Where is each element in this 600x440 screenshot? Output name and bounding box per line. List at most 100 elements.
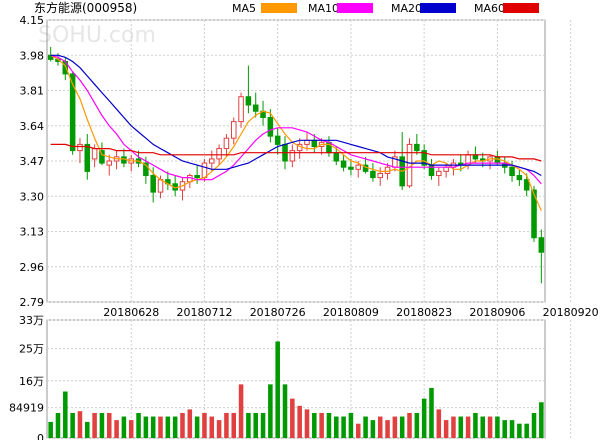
candle — [260, 100, 266, 126]
volume-bar — [194, 416, 200, 438]
volume-bar — [319, 412, 324, 438]
legend-swatch-ma5 — [261, 3, 297, 13]
date-tick-label: 20180628 — [103, 306, 159, 319]
volume-bar — [85, 421, 90, 438]
volume-bar — [187, 409, 193, 438]
candle-body — [274, 135, 281, 145]
price-tick-label: 3.47 — [20, 155, 45, 168]
candle-body — [91, 148, 98, 160]
candle — [113, 150, 120, 170]
candle-body — [414, 143, 420, 152]
volume-bar — [421, 398, 427, 438]
candle — [421, 144, 427, 170]
date-tick-label: 20180809 — [323, 306, 379, 319]
volume-bar — [246, 412, 251, 438]
volume-bar — [297, 405, 302, 438]
legend-label-ma20: MA20 — [391, 2, 422, 15]
volume-bar — [304, 409, 310, 438]
volume-bar — [253, 412, 258, 438]
legend-swatch-ma60 — [503, 3, 539, 13]
candle-body — [472, 154, 479, 160]
candle-body — [201, 162, 208, 179]
volume-bar — [128, 420, 134, 438]
legend: MA5 MA10 MA20 MA60 — [232, 2, 539, 15]
candle — [348, 158, 354, 176]
candle — [47, 46, 54, 62]
watermark: SOHU.com — [38, 23, 156, 48]
volume-grid — [46, 319, 572, 439]
candle-body — [157, 179, 164, 193]
volume-bar — [341, 416, 346, 438]
candle — [392, 150, 398, 172]
ma-line-ma5 — [50, 54, 542, 212]
volume-bar — [385, 420, 390, 438]
candle — [194, 165, 200, 184]
price-tick-label: 3.30 — [20, 190, 45, 203]
volume-tick-label: 25万 — [19, 343, 44, 356]
candle-body — [209, 158, 215, 164]
volume-bar — [348, 412, 354, 438]
moving-averages — [50, 54, 542, 212]
date-tick-label: 20180726 — [250, 306, 306, 319]
candle — [230, 117, 237, 145]
candle-body — [333, 152, 340, 162]
volume-bar — [312, 412, 317, 438]
candle-body — [377, 172, 383, 179]
volume-bar — [48, 421, 53, 438]
candle — [326, 136, 332, 157]
volume-bar — [114, 420, 119, 438]
candle — [414, 134, 420, 155]
volume-bar — [414, 412, 420, 438]
candle — [252, 92, 259, 118]
volume-bar — [326, 412, 332, 438]
candle-body — [245, 96, 252, 106]
volume-bar — [77, 411, 83, 438]
volume-bar — [502, 420, 507, 438]
candle — [377, 167, 383, 186]
candle — [370, 163, 376, 182]
candle-body — [99, 150, 105, 164]
candle — [538, 229, 545, 284]
volume-bar — [363, 416, 368, 438]
volume-bar — [158, 416, 163, 438]
date-tick-label: 20180712 — [176, 306, 232, 319]
volume-bar — [436, 409, 442, 438]
volume-bar — [531, 412, 537, 438]
volume-bar — [150, 416, 156, 438]
candle-body — [84, 143, 91, 172]
legend-label-ma10: MA10 — [308, 2, 339, 15]
volume-bar — [355, 423, 361, 438]
volume-bar — [260, 412, 266, 438]
volume-axis: 33万 25万 16万 84919 0 — [9, 314, 44, 440]
volume-bar — [209, 416, 215, 438]
candle — [121, 148, 127, 168]
price-tick-label: 2.96 — [20, 261, 45, 274]
candle — [77, 138, 83, 164]
candle-body — [421, 150, 427, 166]
volume-bar — [231, 412, 237, 438]
candle — [436, 167, 442, 186]
volume-bar — [473, 412, 478, 438]
volume-bar — [55, 412, 61, 438]
volume-bar — [495, 416, 500, 438]
volume-bar — [392, 416, 398, 438]
candle-body — [509, 166, 515, 177]
candle — [84, 134, 91, 180]
volume-bar — [70, 412, 75, 438]
volume-bar — [517, 423, 522, 438]
volume-bar — [202, 412, 207, 438]
candle-body — [443, 166, 449, 172]
candle-body — [230, 121, 237, 139]
candle — [267, 109, 274, 143]
price-tick-label: 3.13 — [20, 226, 45, 239]
volume-bar — [224, 412, 229, 438]
volume-bar — [238, 384, 244, 438]
date-tick-label: 20180823 — [396, 306, 452, 319]
volume-bar — [443, 420, 449, 438]
candle-body — [523, 179, 530, 191]
volume-bar — [172, 416, 178, 438]
volume-bar — [399, 416, 405, 438]
candle — [487, 154, 493, 170]
candle — [340, 154, 347, 172]
